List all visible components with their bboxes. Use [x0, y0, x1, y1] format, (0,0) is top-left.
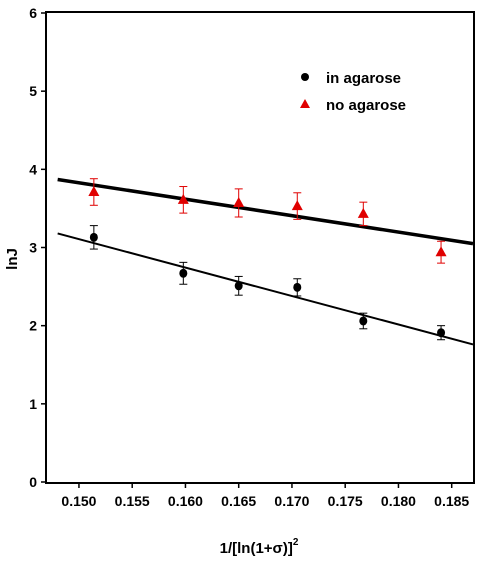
data-markers [88, 186, 447, 338]
x-tick-label: 0.170 [274, 493, 309, 509]
legend: in agarose no agarose [300, 70, 406, 114]
data-point-no-agarose [177, 193, 189, 204]
data-point-no-agarose [357, 207, 369, 218]
legend-marker-in-agarose [301, 73, 309, 81]
y-tick-label: 3 [29, 240, 37, 256]
data-point-in-agarose [89, 232, 98, 242]
legend-label-in-agarose: in agarose [326, 70, 401, 87]
data-point-in-agarose [437, 328, 446, 338]
y-tick-label: 1 [29, 396, 37, 412]
y-tick-label: 0 [29, 474, 37, 490]
data-point-no-agarose [233, 196, 245, 207]
x-tick-label: 0.155 [115, 493, 150, 509]
data-point-no-agarose [291, 200, 303, 211]
y-tick-label: 4 [29, 161, 37, 177]
data-point-in-agarose [179, 268, 188, 278]
y-tick-label: 6 [29, 5, 37, 21]
fit-line-no-agarose [57, 177, 474, 246]
legend-label-no-agarose: no agarose [326, 97, 406, 114]
axis-ticks: 0.150 0.155 0.160 0.165 0.170 0.175 0.180 0.185… [29, 5, 469, 509]
data-point-no-agarose [88, 186, 100, 197]
y-tick-label: 5 [29, 83, 37, 99]
x-tick-label: 0.160 [168, 493, 203, 509]
x-tick-label: 0.150 [61, 493, 96, 509]
data-point-in-agarose [293, 282, 302, 292]
y-tick-label: 2 [29, 318, 37, 334]
x-axis-label-superscript: 2 [293, 537, 299, 548]
fit-line-in-agarose [57, 232, 474, 346]
data-point-in-agarose [359, 316, 368, 326]
data-point-no-agarose [435, 246, 447, 257]
fit-lines [57, 177, 474, 346]
x-tick-label: 0.165 [221, 493, 256, 509]
legend-marker-no-agarose [300, 99, 310, 108]
data-point-in-agarose [234, 281, 243, 291]
y-axis-label: lnJ [4, 248, 21, 270]
x-axis-label-main: 1/[ln(1+σ)] [220, 540, 293, 557]
error-bars [89, 178, 446, 341]
x-tick-label: 0.175 [328, 493, 363, 509]
x-axis-label: 1/[ln(1+σ)]2 [220, 537, 299, 557]
x-tick-label: 0.185 [434, 493, 469, 509]
x-tick-label: 0.180 [381, 493, 416, 509]
